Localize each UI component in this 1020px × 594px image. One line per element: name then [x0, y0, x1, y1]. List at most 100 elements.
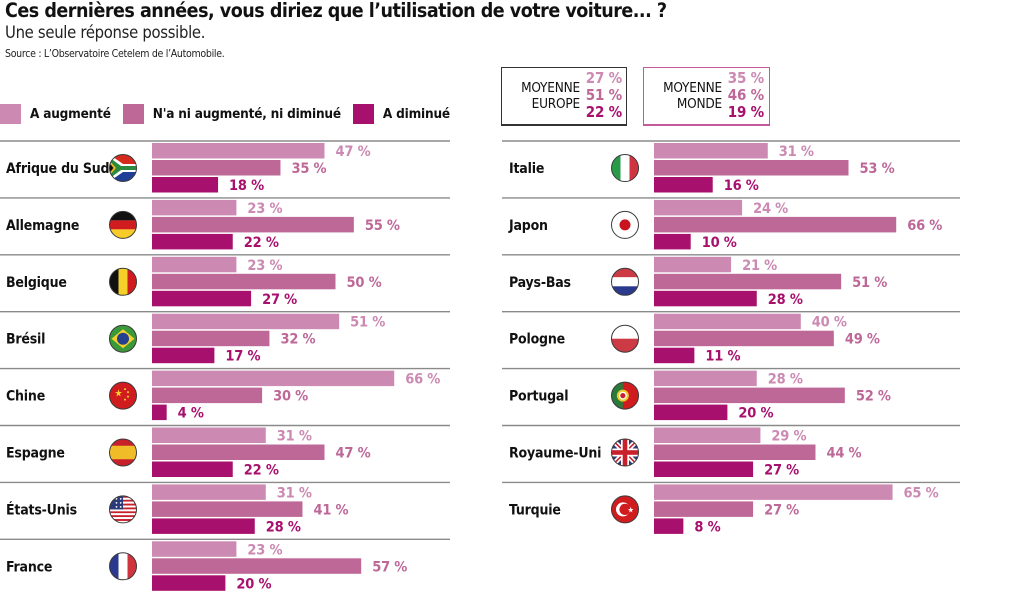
- value-label-unchanged: 51 %: [852, 275, 887, 291]
- value-label-decreased: 4 %: [178, 406, 204, 422]
- bar-decreased: [152, 404, 167, 421]
- svg-text:★: ★: [628, 505, 634, 514]
- bar-decreased: [654, 347, 695, 364]
- value-label-unchanged: 41 %: [313, 502, 348, 518]
- country-row: Allemagne 23 % 55 % 22 %: [0, 197, 450, 251]
- svg-text:★: ★: [115, 389, 123, 400]
- bar-unchanged: [152, 216, 354, 233]
- bar-decreased: [152, 233, 233, 250]
- bar-decreased: [654, 518, 684, 534]
- value-label-unchanged: 35 %: [291, 161, 326, 177]
- country-label: Turquie: [509, 502, 561, 518]
- value-label-unchanged: 57 %: [372, 559, 407, 575]
- value-label-increased: 40 %: [812, 315, 847, 331]
- flag-ring: [611, 438, 639, 467]
- legend-label-unchanged: N'a ni augmenté, ni diminué: [152, 106, 341, 122]
- country-row: Pays-Bas 21 % 51 % 28 %: [502, 254, 960, 308]
- country-label: Royaume-Uni: [509, 446, 601, 462]
- bar-increased: [152, 313, 340, 330]
- country-row: Espagne 31 % 47 % 22 %: [0, 424, 450, 479]
- bar-unchanged: [152, 330, 270, 347]
- value-label-increased: 28 %: [768, 372, 803, 388]
- value-label-increased: 24 %: [753, 201, 788, 217]
- average-monde-unchanged: 46 %: [727, 86, 764, 104]
- bar-increased: [654, 370, 757, 387]
- legend-swatch-increased: [0, 104, 21, 124]
- bar-unchanged: [152, 273, 336, 290]
- bar-decreased: [152, 290, 252, 307]
- average-monde-increased: 35 %: [727, 69, 764, 87]
- flag-ring: [611, 495, 639, 524]
- bar-decreased: [654, 461, 754, 477]
- south-africa-flag-icon: [109, 154, 137, 182]
- average-monde-decreased: 19 %: [727, 103, 764, 121]
- country-label: États-Unis: [6, 501, 77, 518]
- country-row: Pologne 40 %49 % 11 %: [502, 311, 960, 365]
- flag-ring: [109, 552, 137, 581]
- country-row: Brésil 51 % 32 % 17 %: [0, 311, 450, 365]
- country-row: Japon 24 % 66 % 10 %: [502, 197, 960, 251]
- value-label-increased: 65 %: [904, 485, 939, 501]
- country-row: États-Unis 31 %41 % 28 %: [0, 481, 450, 535]
- value-label-decreased: 20 %: [738, 406, 773, 422]
- bar-unchanged: [654, 216, 897, 233]
- country-row: Turquie ★ 65 % 27 % 8 %: [502, 481, 960, 535]
- country-row: Royaume-Uni 29 % 44 % 27 %: [502, 424, 960, 479]
- average-monde-label: MOYENNE MONDE: [650, 80, 722, 112]
- belgium-flag-icon: [109, 268, 137, 296]
- value-label-increased: 31 %: [277, 485, 312, 501]
- flag-ring: [109, 210, 137, 239]
- value-label-increased: 21 %: [742, 258, 777, 274]
- country-label: Espagne: [6, 446, 65, 462]
- country-label: Allemagne: [6, 218, 79, 234]
- value-label-decreased: 16 %: [724, 178, 759, 194]
- country-label: Brésil: [6, 332, 45, 348]
- average-monde-values: 35 % 46 % 19 %: [724, 70, 764, 121]
- legend-label-decreased: A diminué: [382, 106, 450, 122]
- country-row: Chine ★ 66 % 30 % 4 %: [0, 367, 450, 422]
- value-label-increased: 47 %: [335, 144, 370, 160]
- value-label-increased: 23 %: [247, 542, 282, 558]
- country-label: Afrique du Sud: [6, 161, 109, 177]
- value-label-decreased: 10 %: [702, 235, 737, 251]
- legend-item-decreased: A diminué: [352, 104, 450, 124]
- flag-ring: [611, 381, 639, 410]
- country-row: France 23 % 57 % 20 %: [0, 538, 450, 592]
- average-monde-box: MOYENNE MONDE 35 % 46 % 19 %: [643, 67, 770, 126]
- country-label: Belgique: [6, 275, 67, 291]
- value-label-decreased: 18 %: [229, 178, 264, 194]
- bar-decreased: [654, 404, 728, 421]
- bar-unchanged: [152, 444, 325, 460]
- value-label-increased: 23 %: [247, 258, 282, 274]
- value-label-decreased: 27 %: [262, 292, 297, 308]
- bar-unchanged: [654, 273, 842, 290]
- bar-unchanged: [152, 501, 303, 517]
- average-europe-box: MOYENNE EUROPE 27 % 51 % 22 %: [501, 67, 627, 126]
- average-monde-label-line2: MONDE: [676, 96, 722, 112]
- value-label-unchanged: 47 %: [335, 446, 370, 462]
- value-label-decreased: 28 %: [266, 519, 301, 535]
- spain-flag-icon: [109, 439, 137, 466]
- bar-unchanged: [654, 444, 816, 460]
- value-label-increased: 31 %: [779, 144, 814, 160]
- uk-flag-icon: [611, 439, 639, 466]
- value-label-unchanged: 32 %: [280, 332, 315, 348]
- value-label-decreased: 28 %: [768, 292, 803, 308]
- average-europe-label-line2: EUROPE: [531, 96, 581, 112]
- bar-increased: [152, 143, 325, 159]
- value-label-unchanged: 55 %: [365, 218, 400, 234]
- france-flag-icon: [109, 552, 137, 580]
- value-label-decreased: 22 %: [244, 235, 279, 251]
- value-label-decreased: 20 %: [236, 576, 271, 592]
- brazil-flag-icon: [109, 325, 137, 353]
- country-label: Chine: [6, 389, 45, 405]
- country-label: Italie: [509, 161, 544, 177]
- flag-ring: [611, 267, 639, 296]
- bar-unchanged: [152, 558, 362, 574]
- flag-ring: [109, 438, 137, 467]
- value-label-increased: 31 %: [277, 429, 312, 445]
- bar-decreased: [654, 233, 691, 250]
- value-label-decreased: 22 %: [244, 463, 279, 479]
- average-europe-label: MOYENNE EUROPE: [508, 80, 580, 112]
- bar-decreased: [152, 347, 215, 364]
